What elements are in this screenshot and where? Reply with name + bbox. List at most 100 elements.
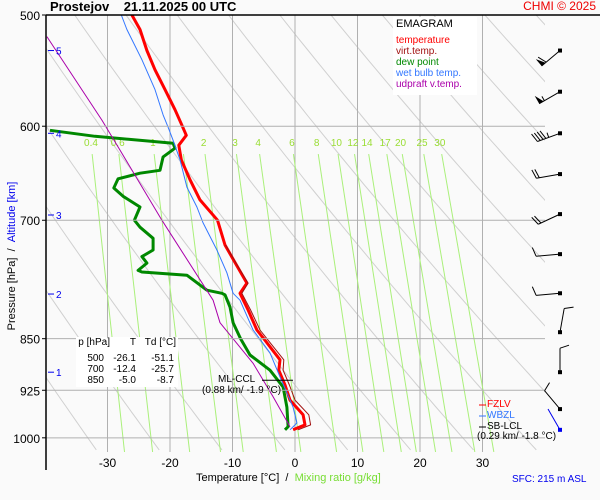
wind-barb — [558, 344, 570, 375]
cell-p: 500 — [87, 353, 104, 364]
cell-p: 850 — [87, 375, 104, 386]
x-axis-label-temperature: Temperature [°C] — [196, 472, 280, 484]
wind-barb — [531, 286, 562, 296]
wind-barb — [531, 247, 562, 257]
dry-adiabat — [564, 0, 600, 450]
mixing-ratio-label: 25 — [416, 138, 428, 149]
wind-barb-full — [531, 286, 537, 296]
cell-td: -51.1 — [151, 353, 174, 364]
ml-ccl-detail: (0.88 km/ -1.9 °C) — [202, 385, 282, 396]
series-virt-temp-line — [225, 244, 312, 431]
mixing-ratio-label: 10 — [331, 138, 343, 149]
y-tick-label: 925 — [20, 384, 40, 398]
wind-barb-full — [531, 133, 538, 142]
wind-barb-pennant — [535, 59, 546, 66]
series-udpraft-v-temp-line — [46, 36, 291, 427]
mixing-ratio-line — [401, 153, 453, 452]
levels-table: p [hPa] T Td [°C] 500 -26.1 -51.1 700 -12.4… — [76, 337, 178, 387]
wind-barb — [531, 212, 562, 225]
table-row: 500 -26.1 -51.1 — [76, 353, 178, 364]
mixing-ratio-label: 0.4 — [84, 138, 98, 149]
mixing-ratio-label: 17 — [380, 138, 392, 149]
wind-barb-full — [537, 56, 547, 63]
wind-barb-half — [541, 96, 545, 101]
altitude-tick-label: 4 — [56, 129, 62, 140]
dry-adiabat — [279, 15, 545, 327]
dry-adiabat — [227, 15, 545, 393]
mixing-ratio-line — [118, 153, 154, 452]
mixing-ratio-label: 2 — [201, 138, 207, 149]
dry-adiabat — [125, 15, 474, 451]
mixing-ratio-line — [368, 153, 417, 452]
mixing-ratio-line — [317, 153, 364, 452]
y-tick-label: 1000 — [13, 432, 40, 446]
mixing-ratio-line — [235, 153, 277, 452]
wind-barb-staff — [547, 408, 561, 431]
mixing-ratio-label: 6 — [289, 138, 295, 149]
header-td: Td [°C] — [144, 337, 176, 348]
wind-barb — [558, 306, 574, 335]
dry-adiabat — [46, 125, 286, 451]
ml-ccl-label: ML-CCL — [218, 374, 256, 385]
wind-barb-station — [558, 291, 562, 296]
x-axis-separator: / — [285, 472, 289, 484]
wind-barb-station — [558, 370, 562, 375]
table-header: p [hPa] T Td [°C] — [76, 337, 178, 348]
chart-datetime: 21.11.2025 00 UTC — [123, 0, 237, 14]
wind-barb-station — [558, 89, 562, 94]
wind-barb-full — [531, 169, 537, 179]
legend-item-wet-bulb: wet bulb temp. — [396, 68, 462, 79]
mixing-ratio-line — [292, 153, 338, 452]
wind-barb-full — [544, 382, 550, 391]
y-tick-label: 700 — [20, 214, 40, 228]
wind-barb-staff — [537, 132, 561, 142]
mixing-ratio-line — [204, 153, 244, 452]
x-tick-label: -30 — [99, 456, 117, 470]
table-row: 850 -5.0 -8.7 — [76, 375, 178, 386]
wind-barb-staff — [538, 213, 561, 225]
mixing-ratio-line — [354, 153, 402, 452]
wind-barb-half — [546, 132, 550, 138]
series-wet-bulb-temp-line — [120, 15, 298, 431]
cell-td: -8.7 — [156, 375, 174, 386]
mixing-ratio-label: 3 — [232, 138, 238, 149]
cell-td: -25.7 — [151, 364, 174, 375]
wind-barb-staff — [541, 50, 561, 67]
mixing-ratio-line — [153, 153, 191, 452]
altitude-tick-label: 1 — [56, 368, 62, 379]
wind-barb-station — [558, 252, 562, 257]
dry-adiabat — [74, 15, 411, 451]
wind-barb-pennant — [534, 95, 544, 104]
wind-barb-full — [536, 131, 544, 140]
wind-barb-staff — [559, 308, 565, 333]
legend-item-updraft: udpraft v.temp. — [396, 79, 462, 90]
mixing-ratio-label: 1 — [150, 138, 156, 149]
wind-barb-station — [558, 330, 562, 335]
wind-barb — [534, 89, 562, 105]
x-axis-label-mixing-ratio: Mixing ratio [g/kg] — [294, 472, 381, 484]
y-axis-label: Pressure [hPa] / Altitude [km] — [6, 166, 18, 346]
wind-barb-full — [534, 215, 542, 224]
series-dew-point-line — [49, 128, 290, 431]
y-axis-label-pressure: Pressure [hPa] — [6, 257, 18, 331]
mixing-ratio-label: 30 — [434, 138, 446, 149]
altitude-tick-label: 3 — [56, 211, 62, 222]
mixing-ratio-label: 4 — [255, 138, 261, 149]
legend-heading: EMAGRAM — [396, 18, 453, 30]
wind-barb-station — [558, 212, 562, 217]
wind-barb-staff — [544, 390, 561, 410]
y-tick-label: 850 — [20, 333, 40, 347]
fzlv-label: FZLV — [487, 399, 511, 410]
x-tick-label: 10 — [351, 456, 365, 470]
legend: EMAGRAM temperature virt.temp. dew point… — [393, 17, 477, 95]
altitude-tick-label: 2 — [56, 290, 62, 301]
wind-barb — [531, 169, 562, 179]
dry-adiabat — [46, 205, 223, 451]
dry-adiabat — [46, 376, 97, 451]
wind-barb-staff — [536, 253, 561, 257]
x-axis-label: Temperature [°C] / Mixing ratio [g/kg] — [196, 472, 381, 484]
altitude-tick-label: 5 — [56, 47, 62, 58]
wind-barb — [531, 130, 562, 142]
mixing-ratio-line — [91, 153, 126, 452]
